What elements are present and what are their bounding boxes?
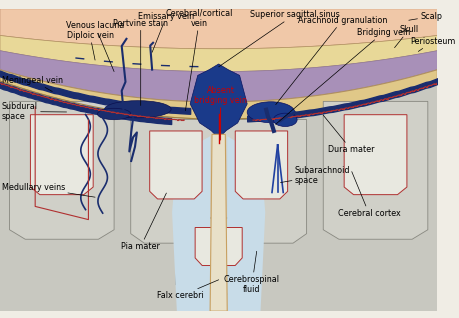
Polygon shape: [0, 35, 437, 72]
Ellipse shape: [97, 108, 130, 120]
Ellipse shape: [273, 113, 297, 127]
Polygon shape: [130, 120, 221, 243]
Text: Cerebrospinal
fluid: Cerebrospinal fluid: [224, 251, 280, 294]
Text: Superior sagittal sinus: Superior sagittal sinus: [218, 10, 339, 67]
Text: Skull: Skull: [394, 25, 418, 48]
Polygon shape: [195, 227, 242, 266]
Polygon shape: [210, 134, 227, 311]
Text: Arachnoid granulation: Arachnoid granulation: [275, 16, 386, 105]
Polygon shape: [30, 115, 93, 195]
Polygon shape: [172, 136, 210, 311]
Text: Meningeal vein: Meningeal vein: [2, 76, 63, 92]
Text: Cerebral/cortical
vein: Cerebral/cortical vein: [166, 9, 233, 111]
Text: Portvine stain: Portvine stain: [113, 18, 168, 106]
Text: Venous lacuna: Venous lacuna: [66, 21, 124, 72]
Polygon shape: [323, 101, 427, 239]
Text: Dura mater: Dura mater: [323, 115, 374, 154]
Text: Pia mater: Pia mater: [121, 193, 166, 251]
Polygon shape: [216, 120, 306, 243]
Polygon shape: [227, 136, 265, 311]
Text: Bridging vein: Bridging vein: [275, 28, 409, 124]
Text: Medullary veins: Medullary veins: [2, 183, 95, 197]
Text: Periosteum: Periosteum: [410, 37, 455, 52]
Polygon shape: [0, 9, 437, 49]
Polygon shape: [0, 70, 437, 119]
Text: Emissary vein: Emissary vein: [138, 12, 194, 52]
Polygon shape: [149, 131, 202, 199]
Ellipse shape: [246, 102, 294, 123]
Text: Subdural
space: Subdural space: [2, 102, 67, 121]
Text: Falx cerebri: Falx cerebri: [157, 280, 218, 301]
Polygon shape: [190, 64, 246, 138]
Text: Subarachnoid
space: Subarachnoid space: [280, 165, 349, 185]
Polygon shape: [175, 218, 261, 294]
Polygon shape: [10, 101, 114, 239]
Polygon shape: [0, 81, 437, 311]
Polygon shape: [235, 131, 287, 199]
Text: Diploic vein: Diploic vein: [67, 31, 113, 60]
Text: Cerebral cortex: Cerebral cortex: [337, 172, 399, 218]
Text: Scalp: Scalp: [408, 12, 441, 21]
Polygon shape: [343, 115, 406, 195]
Polygon shape: [0, 51, 437, 102]
Text: Absent
bridging vein: Absent bridging vein: [194, 86, 246, 140]
Ellipse shape: [104, 101, 171, 118]
